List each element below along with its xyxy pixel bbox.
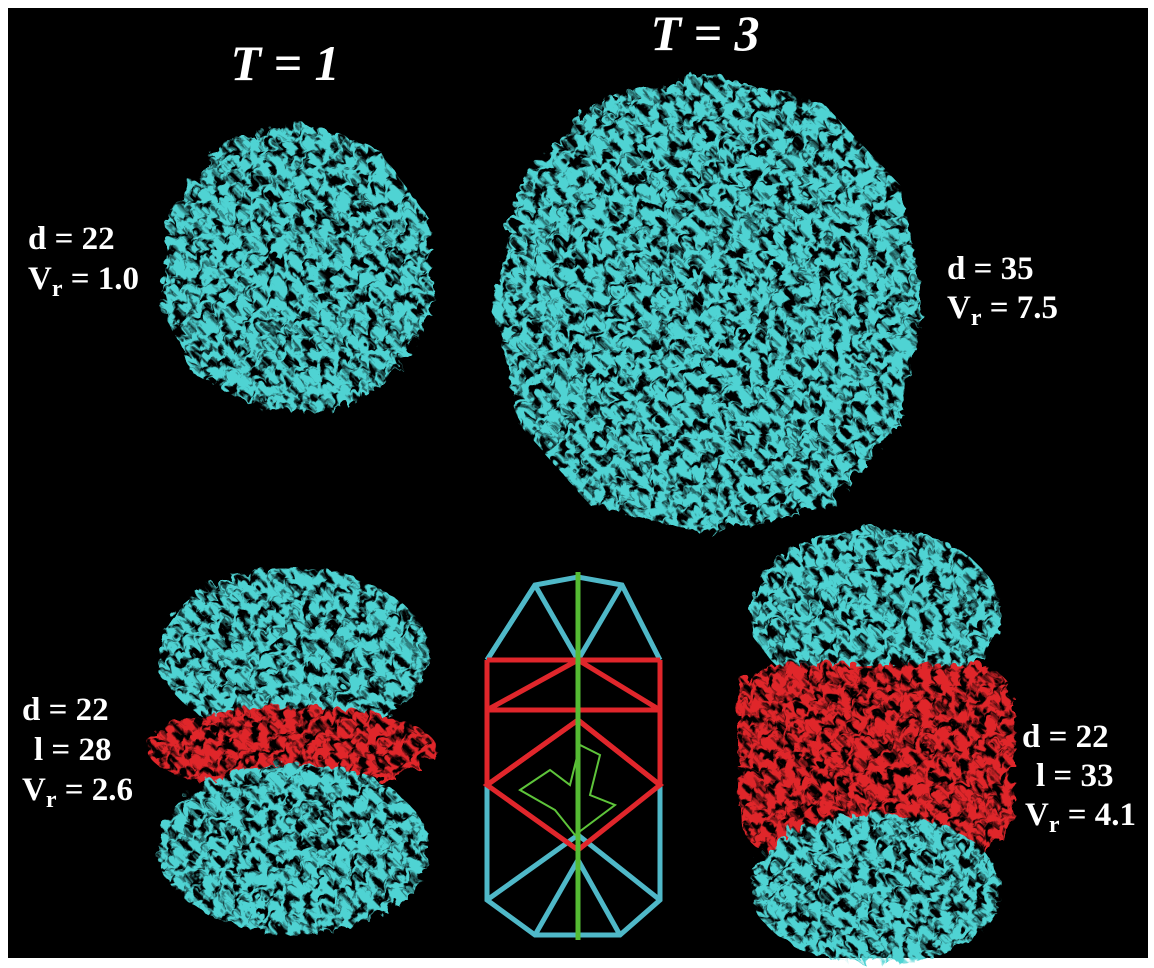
label-text: V: [1025, 797, 1049, 833]
figure: T = 1 T = 3 d = 22 Vr = 1.0 d = 35 Vr = …: [0, 0, 1154, 968]
label-text: r: [1049, 812, 1060, 838]
label-line: d = 35: [947, 251, 1034, 287]
label-text: = 2.6: [57, 772, 134, 808]
label-line: Vr = 7.5: [947, 290, 1058, 331]
prolate-right-bottom: [747, 810, 997, 960]
label-line: Vr = 1.0: [28, 261, 139, 302]
label-text: = 7.5: [982, 290, 1059, 326]
label-text: V: [28, 261, 52, 297]
title: T = 1: [230, 35, 339, 91]
label-line: d = 22: [22, 692, 109, 728]
label-line: d = 22: [28, 221, 115, 257]
label-text: r: [971, 305, 982, 331]
label-text: V: [22, 772, 46, 808]
label-text: r: [46, 787, 57, 813]
page: Capsid figure {"titles": ["T = 1", "T = …: [0, 0, 1154, 968]
capsid-t3: [490, 70, 920, 530]
label-line: Vr = 2.6: [22, 772, 133, 813]
label-line: l = 33: [1036, 758, 1113, 794]
label-text: = 4.1: [1060, 797, 1137, 833]
body: T = 1 T = 3 d = 22 Vr = 1.0 d = 35 Vr = …: [0, 0, 1154, 968]
label-text: V: [947, 290, 971, 326]
label-line: l = 28: [34, 732, 111, 768]
prolate-left-bottom: [155, 760, 425, 930]
label-text: = 1.0: [63, 261, 140, 297]
title: T = 3: [650, 5, 759, 61]
label-line: Vr = 4.1: [1025, 797, 1136, 838]
label-line: d = 22: [1022, 719, 1109, 755]
label-text: r: [52, 276, 63, 302]
